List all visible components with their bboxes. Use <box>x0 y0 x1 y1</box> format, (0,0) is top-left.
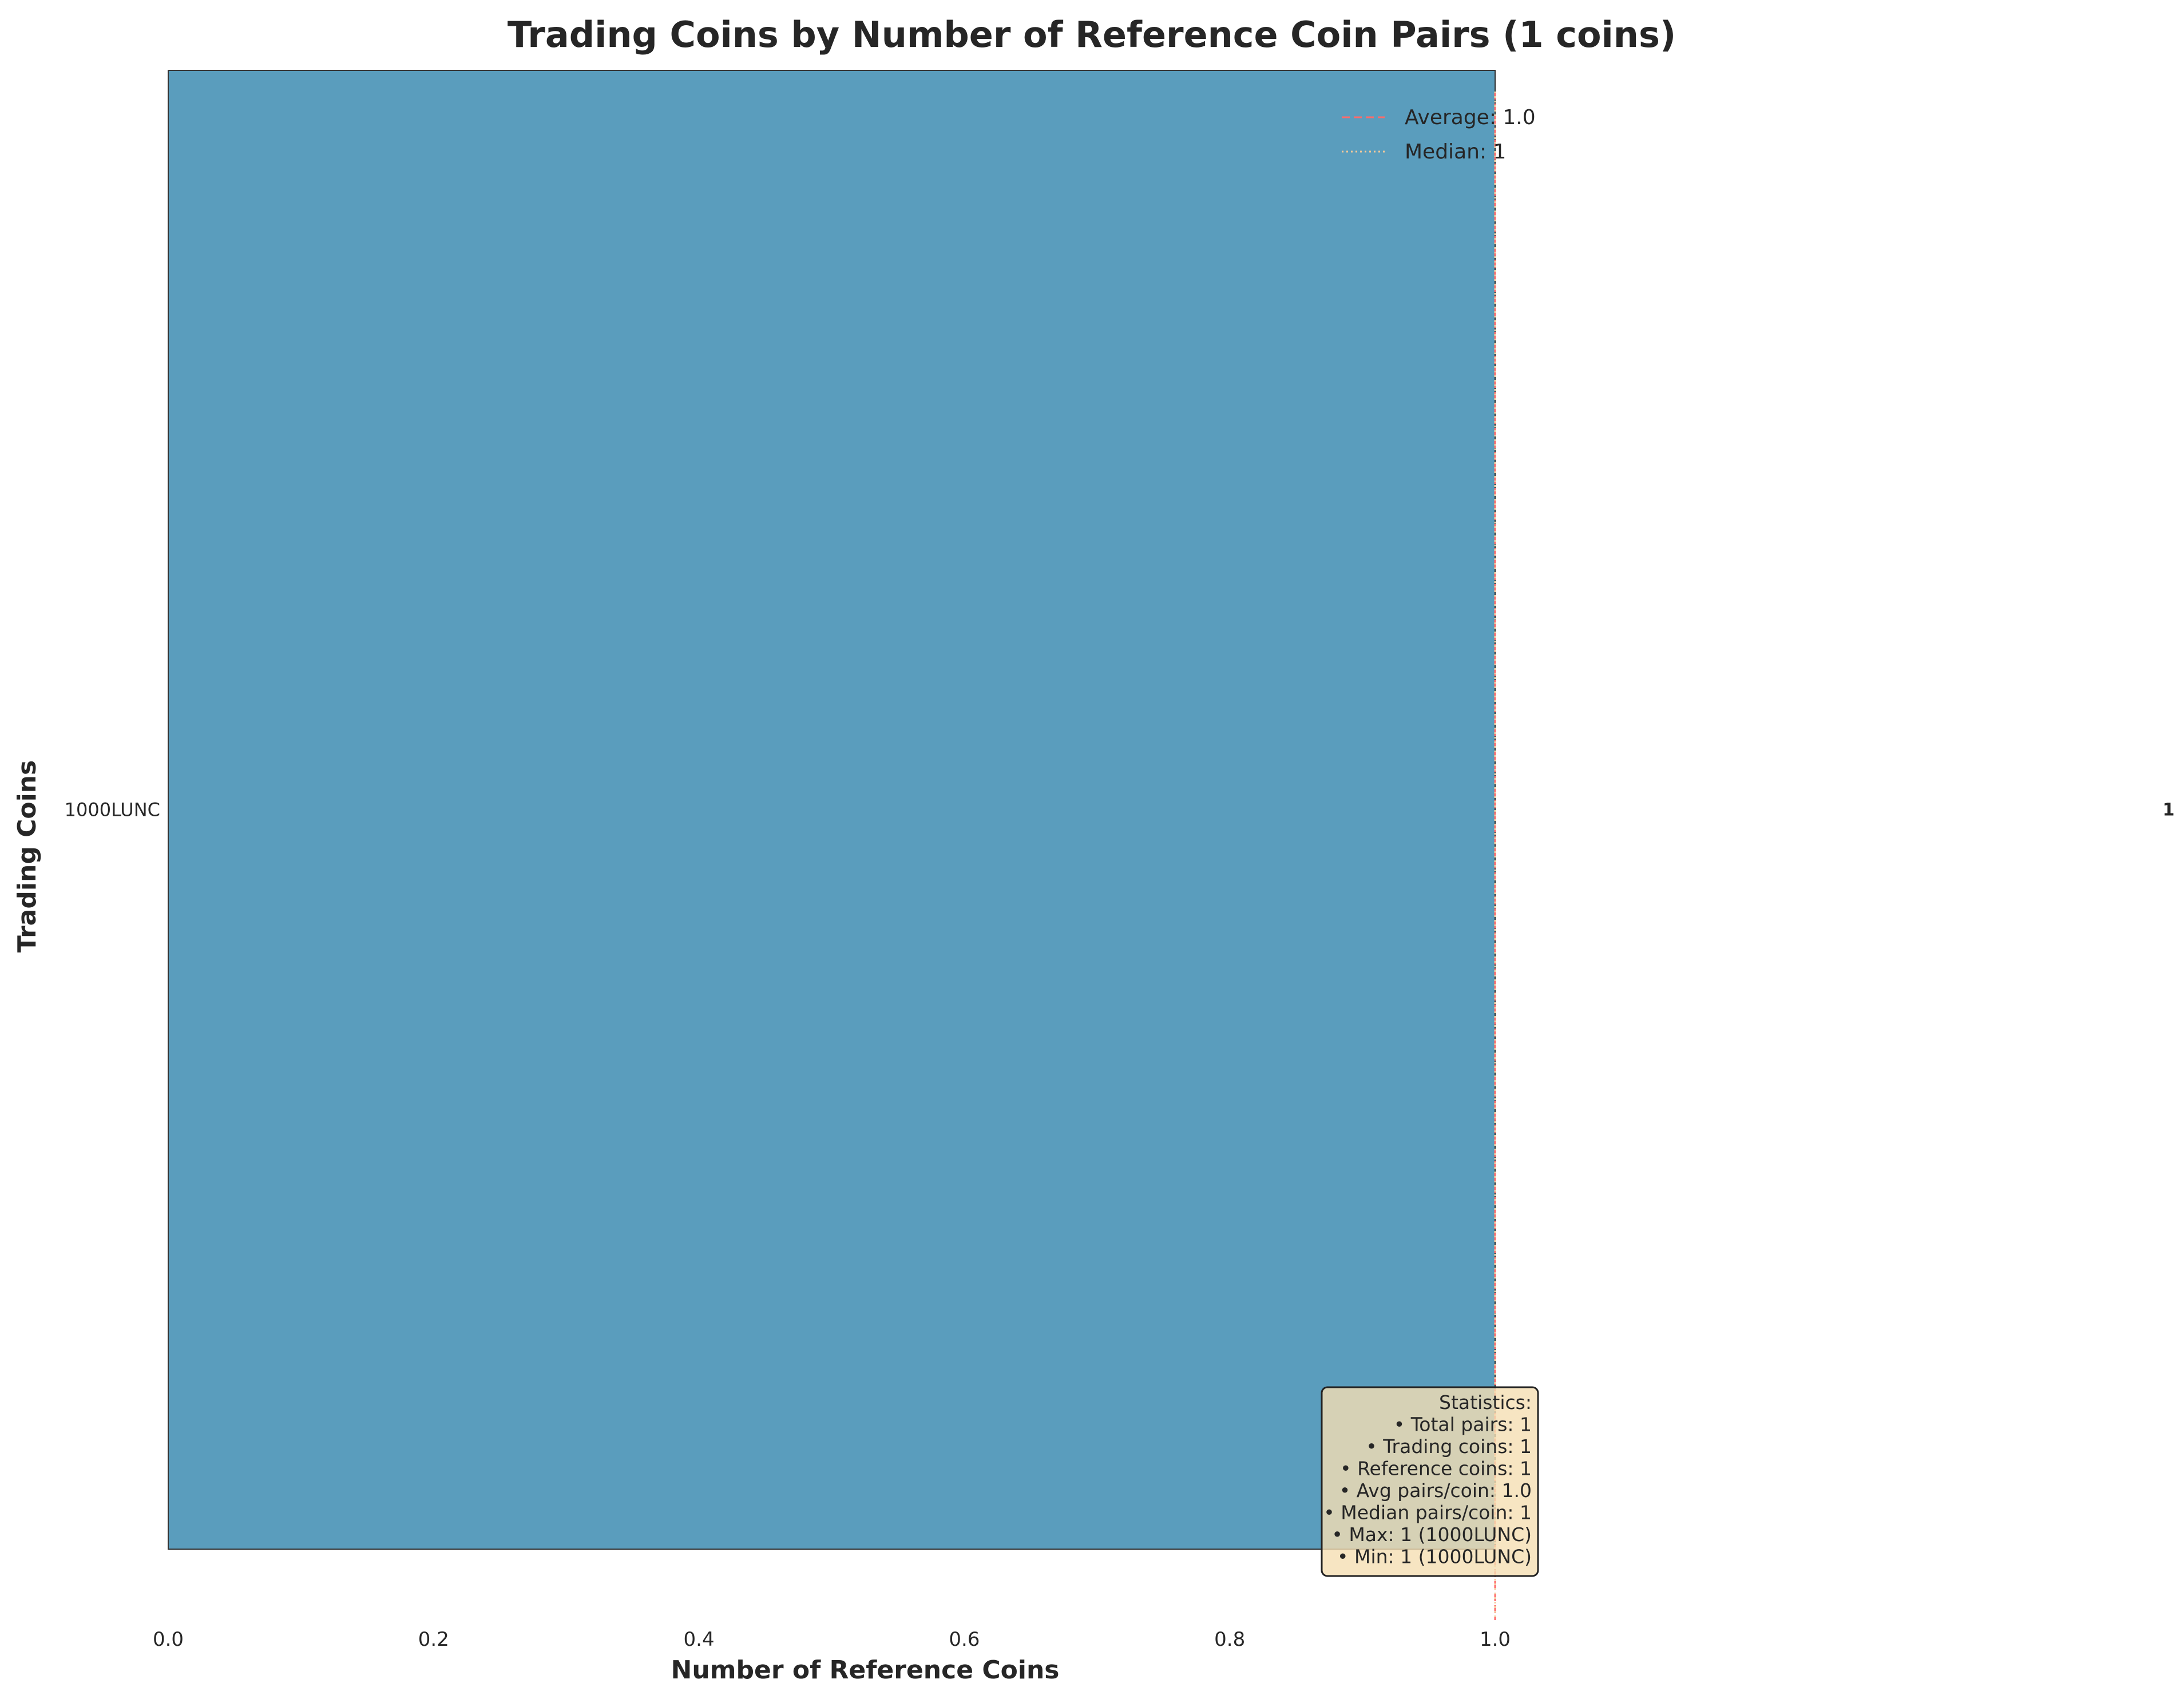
legend-entry-0: Average: 1.0 <box>1405 106 1536 129</box>
y-axis-categories: 1000LUNC <box>65 799 160 821</box>
x-tick-label: 0.4 <box>684 1628 715 1651</box>
statistics-box: Statistics:• Total pairs: 1• Trading coi… <box>1321 1386 1539 1577</box>
value-labels: 1 <box>2163 800 2175 820</box>
value-label: 1 <box>2163 800 2175 820</box>
bar-1000LUNC <box>168 70 1496 1550</box>
legend: Average: 1.0 Median: 1 <box>1342 106 1536 164</box>
x-tick-label: 0.2 <box>418 1628 449 1651</box>
statistics-line: Statistics: <box>1439 1391 1532 1414</box>
statistics-line: • Trading coins: 1 <box>1366 1435 1532 1458</box>
statistics-box-background <box>1321 1386 1539 1577</box>
statistics-line: • Reference coins: 1 <box>1340 1458 1532 1480</box>
statistics-line: • Min: 1 (1000LUNC) <box>1337 1546 1532 1568</box>
x-tick-label: 0.8 <box>1214 1628 1245 1651</box>
statistics-line: • Avg pairs/coin: 1.0 <box>1339 1479 1532 1502</box>
category-label: 1000LUNC <box>65 799 160 821</box>
x-tick-label: 0.6 <box>949 1628 980 1651</box>
x-axis-ticks: 0.0 0.2 0.4 0.6 0.8 1.0 <box>153 1628 1511 1651</box>
statistics-line: • Total pairs: 1 <box>1394 1414 1532 1436</box>
y-axis-label: Trading Coins <box>13 760 42 952</box>
statistics-line: • Max: 1 (1000LUNC) <box>1331 1523 1532 1546</box>
x-axis-label: Number of Reference Coins <box>671 1656 1060 1685</box>
statistics-line: • Median pairs/coin: 1 <box>1323 1502 1532 1524</box>
bars-group <box>168 70 1496 1550</box>
legend-entry-1: Median: 1 <box>1405 140 1506 164</box>
chart-title: Trading Coins by Number of Reference Coi… <box>508 14 1676 55</box>
x-tick-label: 0.0 <box>153 1628 184 1651</box>
x-tick-label: 1.0 <box>1480 1628 1511 1651</box>
